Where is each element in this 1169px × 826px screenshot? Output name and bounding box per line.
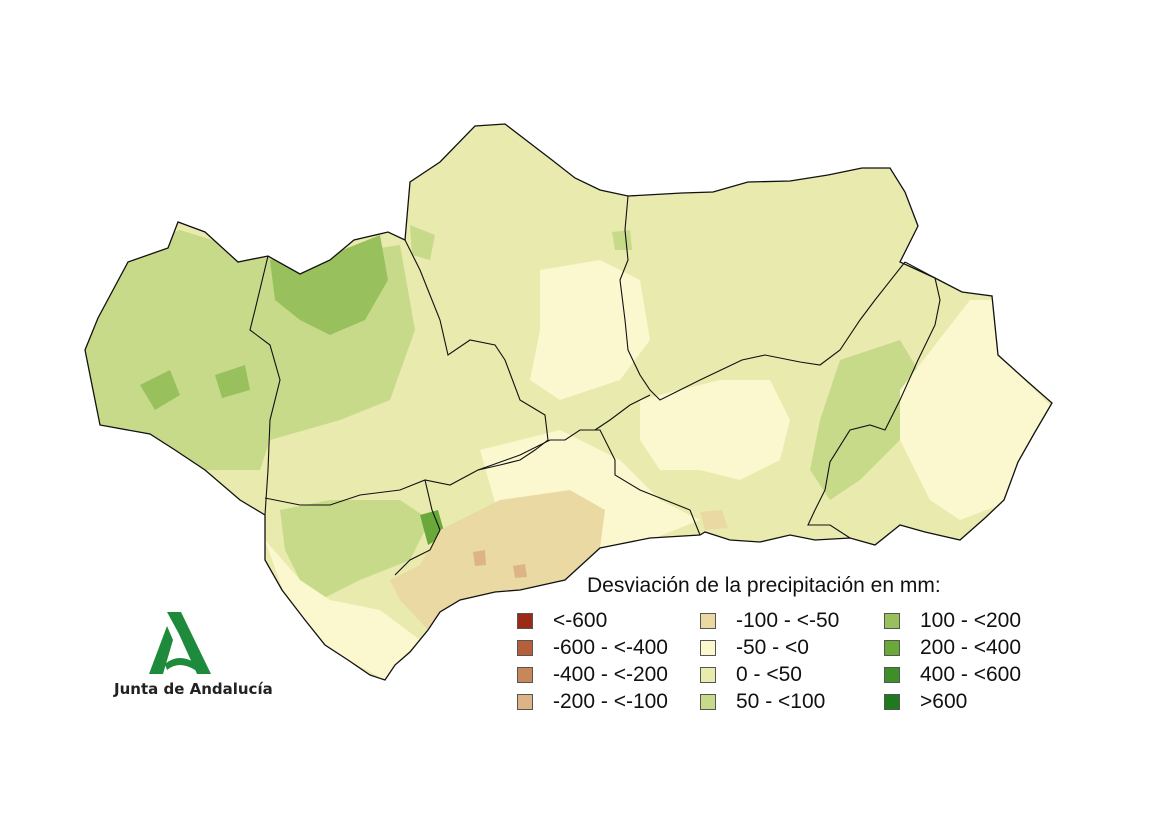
legend-label: <-600	[553, 609, 608, 632]
zone-100-200-west3	[215, 365, 250, 398]
border-sevilla-cordoba	[404, 239, 549, 471]
zone-minus50-0-almeria	[900, 300, 1050, 520]
legend-swatch	[884, 667, 900, 683]
legend-swatch	[700, 667, 716, 683]
border-huelva-sevilla	[249, 255, 281, 516]
legend-item: -400 - <-200	[517, 663, 668, 687]
legend-swatch	[884, 613, 900, 629]
zone-100-200-west2	[140, 370, 180, 410]
province-borders	[249, 195, 941, 576]
zone-minus50-0-coast	[265, 540, 420, 680]
legend-item: -100 - <-50	[700, 609, 839, 633]
legend-title: Desviación de la precipitación en mm:	[587, 574, 941, 597]
border-cordoba-jaen	[619, 195, 906, 401]
legend-item: -200 - <-100	[517, 690, 668, 714]
legend-swatch	[700, 640, 716, 656]
junta-logo-icon	[145, 612, 215, 678]
zone-50-100-cadiz	[280, 500, 430, 600]
legend-label: 400 - <600	[920, 663, 1022, 686]
legend-item: 100 - <200	[884, 609, 1021, 633]
zone-minus100-minus50-malaga	[390, 490, 605, 630]
legend-label: -200 - <-100	[553, 690, 668, 713]
legend-item: <-600	[517, 609, 607, 633]
legend-swatch	[700, 694, 716, 710]
zone-minus200-minus100-malaga1	[473, 550, 486, 566]
border-cordoba-granada	[594, 394, 651, 431]
legend-item: >600	[884, 690, 967, 714]
legend-label: 0 - <50	[736, 663, 802, 686]
border-cadiz-malaga	[394, 479, 441, 576]
legend-label: -600 - <-400	[553, 636, 668, 659]
legend-swatch	[517, 640, 533, 656]
legend-swatch	[884, 694, 900, 710]
border-cadiz-north	[264, 469, 479, 506]
zone-minus50-0-center	[530, 260, 650, 400]
zone-50-100-northeast	[612, 230, 632, 250]
legend-label: 100 - <200	[920, 609, 1022, 632]
border-granada-almeria	[807, 261, 941, 539]
zone-50-100-north	[410, 225, 435, 260]
legend-item: -50 - <0	[700, 636, 809, 660]
border-malaga-north	[477, 429, 701, 536]
legend-swatch	[517, 613, 533, 629]
logo-text: Junta de Andalucía	[114, 680, 273, 698]
legend-label: >600	[920, 690, 968, 713]
legend-item: -600 - <-400	[517, 636, 668, 660]
legend-label: -100 - <-50	[736, 609, 840, 632]
zone-50-100-east	[810, 340, 930, 500]
legend-swatch	[517, 694, 533, 710]
legend-label: -400 - <-200	[553, 663, 668, 686]
andalusia-outline	[84, 123, 1053, 681]
zone-minus200-minus100-malaga2	[513, 564, 527, 578]
legend-label: 50 - <100	[736, 690, 826, 713]
legend-label: -50 - <0	[736, 636, 809, 659]
legend-item: 0 - <50	[700, 663, 802, 687]
legend-label: 200 - <400	[920, 636, 1022, 659]
zone-minus100-minus50-granada	[700, 510, 728, 530]
legend-item: 50 - <100	[700, 690, 825, 714]
zone-minus50-0-granada	[640, 380, 790, 480]
legend-swatch	[517, 667, 533, 683]
legend-item: 400 - <600	[884, 663, 1021, 687]
legend-swatch	[700, 613, 716, 629]
legend-swatch	[884, 640, 900, 656]
legend-item: 200 - <400	[884, 636, 1021, 660]
